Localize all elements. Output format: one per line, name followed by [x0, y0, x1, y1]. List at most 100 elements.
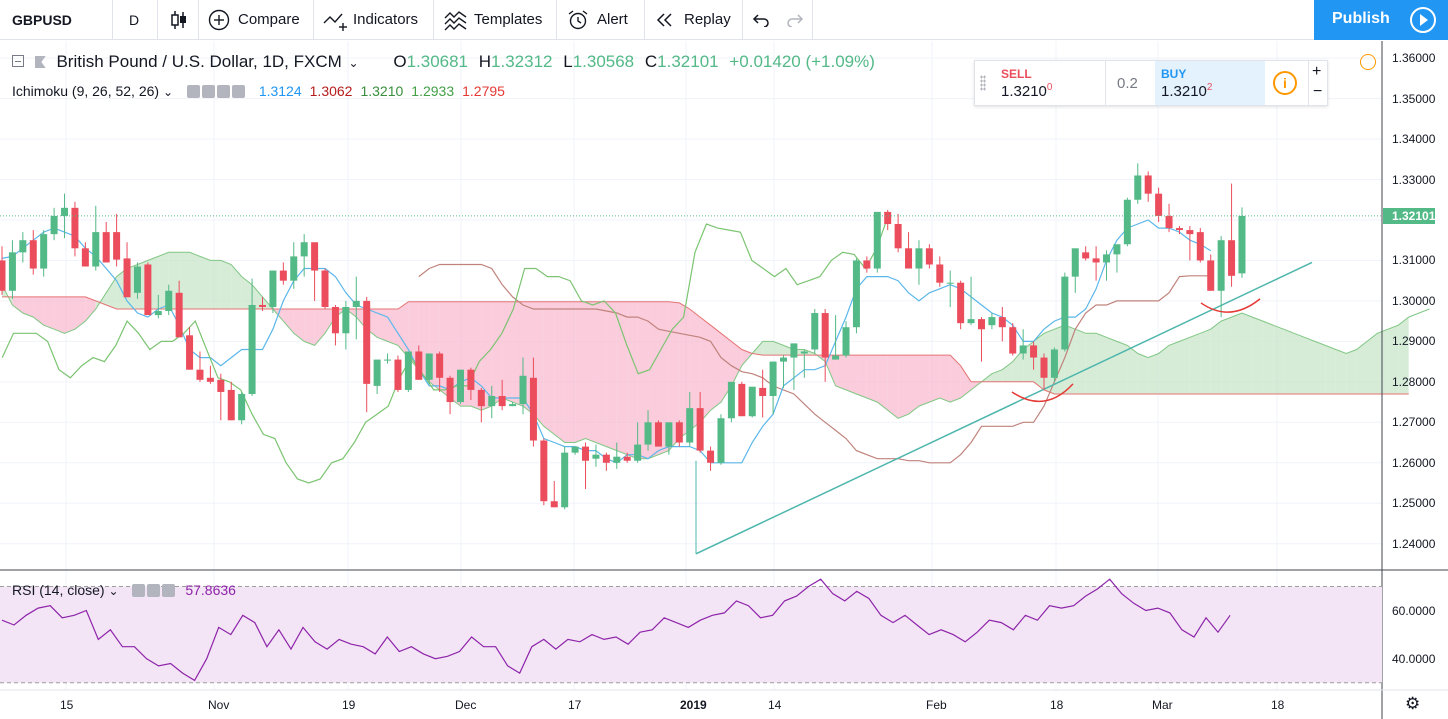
alert-button[interactable]: Alert — [567, 0, 628, 39]
chart-style-button[interactable] — [170, 0, 188, 39]
candle-body — [217, 379, 225, 392]
eye-icon[interactable] — [132, 584, 146, 597]
sell-label: SELL — [1001, 67, 1032, 81]
cloud-segment — [731, 341, 742, 386]
close-icon[interactable] — [162, 584, 176, 597]
open-value: 1.30681 — [406, 52, 469, 71]
play-icon[interactable] — [1410, 7, 1436, 33]
candle-body — [290, 256, 298, 281]
candle-body — [811, 313, 819, 350]
rsi-value: 57.8636 — [185, 582, 236, 598]
ichimoku-value: 1.2933 — [411, 83, 455, 99]
chevron-down-icon[interactable]: ⌄ — [108, 584, 119, 598]
candle-body — [61, 207, 69, 216]
sell-button[interactable]: SELL 1.32100 — [995, 61, 1079, 105]
indicators-button[interactable]: Indicators — [323, 0, 418, 39]
candle-body — [946, 282, 954, 284]
settings-gear-icon[interactable]: ⚙ — [1405, 694, 1421, 713]
cloud-segment — [199, 256, 211, 309]
candle-body — [165, 290, 173, 312]
candle-body — [0, 260, 6, 291]
candle-body — [1134, 175, 1142, 200]
templates-button[interactable]: Templates — [444, 0, 542, 39]
chevron-down-icon[interactable]: ⌄ — [348, 56, 359, 70]
cloud-segment — [908, 355, 919, 415]
cloud-segment — [1241, 313, 1253, 394]
time-axis-label: Nov — [208, 698, 230, 712]
candle-body — [873, 211, 881, 269]
time-axis-label: 19 — [342, 698, 356, 712]
cloud-segment — [835, 355, 847, 390]
cloud-segment — [710, 325, 721, 411]
compare-button[interactable]: Compare — [208, 0, 300, 39]
alert-clock-icon[interactable] — [1360, 54, 1376, 70]
chevron-down-icon[interactable]: ⌄ — [162, 85, 174, 99]
candle-body — [894, 224, 902, 249]
candle-body — [613, 456, 621, 463]
chart-canvas[interactable] — [0, 41, 1448, 719]
toolbar-divider — [556, 0, 557, 39]
cloud-segment — [1304, 337, 1315, 394]
time-axis-label: Dec — [455, 698, 477, 712]
cloud-segment — [283, 309, 294, 334]
candle-body — [509, 404, 517, 407]
collapse-icon[interactable] — [12, 55, 24, 67]
cloud-segment — [564, 301, 576, 443]
buy-label: BUY — [1161, 67, 1187, 81]
replay-button[interactable]: Replay — [654, 0, 731, 39]
cloud-segment — [689, 309, 701, 431]
symbol-search-button[interactable]: GBPUSD — [12, 0, 72, 39]
kijun-line — [418, 263, 1211, 464]
buy-button[interactable]: BUY 1.32102 — [1155, 61, 1265, 105]
cloud-segment — [543, 301, 555, 435]
cloud-segment — [241, 276, 253, 309]
rewind-icon — [656, 12, 672, 27]
cloud-segment — [1189, 333, 1201, 394]
cloud-segment — [679, 302, 690, 439]
toolbar-divider — [112, 0, 113, 39]
info-icon[interactable]: i — [1273, 71, 1297, 95]
redo-button[interactable] — [786, 0, 804, 39]
replay-label: Replay — [684, 11, 731, 28]
gear-icon[interactable] — [201, 85, 215, 98]
candle-body — [1061, 276, 1069, 350]
cloud-segment — [741, 349, 753, 366]
undo-button[interactable] — [752, 0, 770, 39]
indicators-icon — [323, 13, 347, 31]
candle-body — [92, 232, 100, 267]
cloud-segment — [1096, 333, 1107, 394]
expand-plus-icon[interactable]: + — [1312, 63, 1322, 80]
cloud-segment — [491, 301, 503, 407]
candle-body — [259, 304, 266, 307]
cloud-segment — [1106, 337, 1117, 394]
close-icon[interactable] — [231, 85, 245, 98]
cloud-segment — [700, 317, 711, 423]
interval-button[interactable]: D — [129, 0, 139, 39]
compare-label: Compare — [238, 11, 300, 28]
source-icon[interactable] — [216, 85, 230, 98]
cloud-segment — [877, 355, 888, 411]
current-price-badge: 1.32101 — [1383, 207, 1436, 224]
candle-body — [113, 232, 121, 260]
eye-icon[interactable] — [186, 85, 200, 98]
candle-body — [19, 240, 27, 253]
cloud-segment — [1314, 341, 1326, 394]
cloud-segment — [1335, 349, 1347, 394]
price-axis-label: 1.27000 — [1392, 415, 1436, 430]
candle-body — [404, 351, 412, 390]
collapse-minus-icon[interactable]: − — [1313, 83, 1323, 100]
time-axis-label: 14 — [768, 698, 782, 712]
gear-icon[interactable] — [147, 584, 161, 597]
cloud-segment — [825, 355, 836, 386]
drag-handle[interactable] — [980, 75, 986, 91]
close-value: 1.32101 — [657, 52, 719, 71]
candle-body — [977, 319, 985, 330]
cloud-segment — [1210, 321, 1222, 394]
candle-body — [852, 260, 860, 328]
cloud-segment — [1262, 321, 1274, 394]
publish-button[interactable]: Publish — [1314, 0, 1448, 40]
candle-body — [727, 381, 735, 419]
candle-body — [800, 351, 808, 354]
cloud-segment — [481, 301, 492, 411]
cloud-segment — [1169, 341, 1180, 394]
